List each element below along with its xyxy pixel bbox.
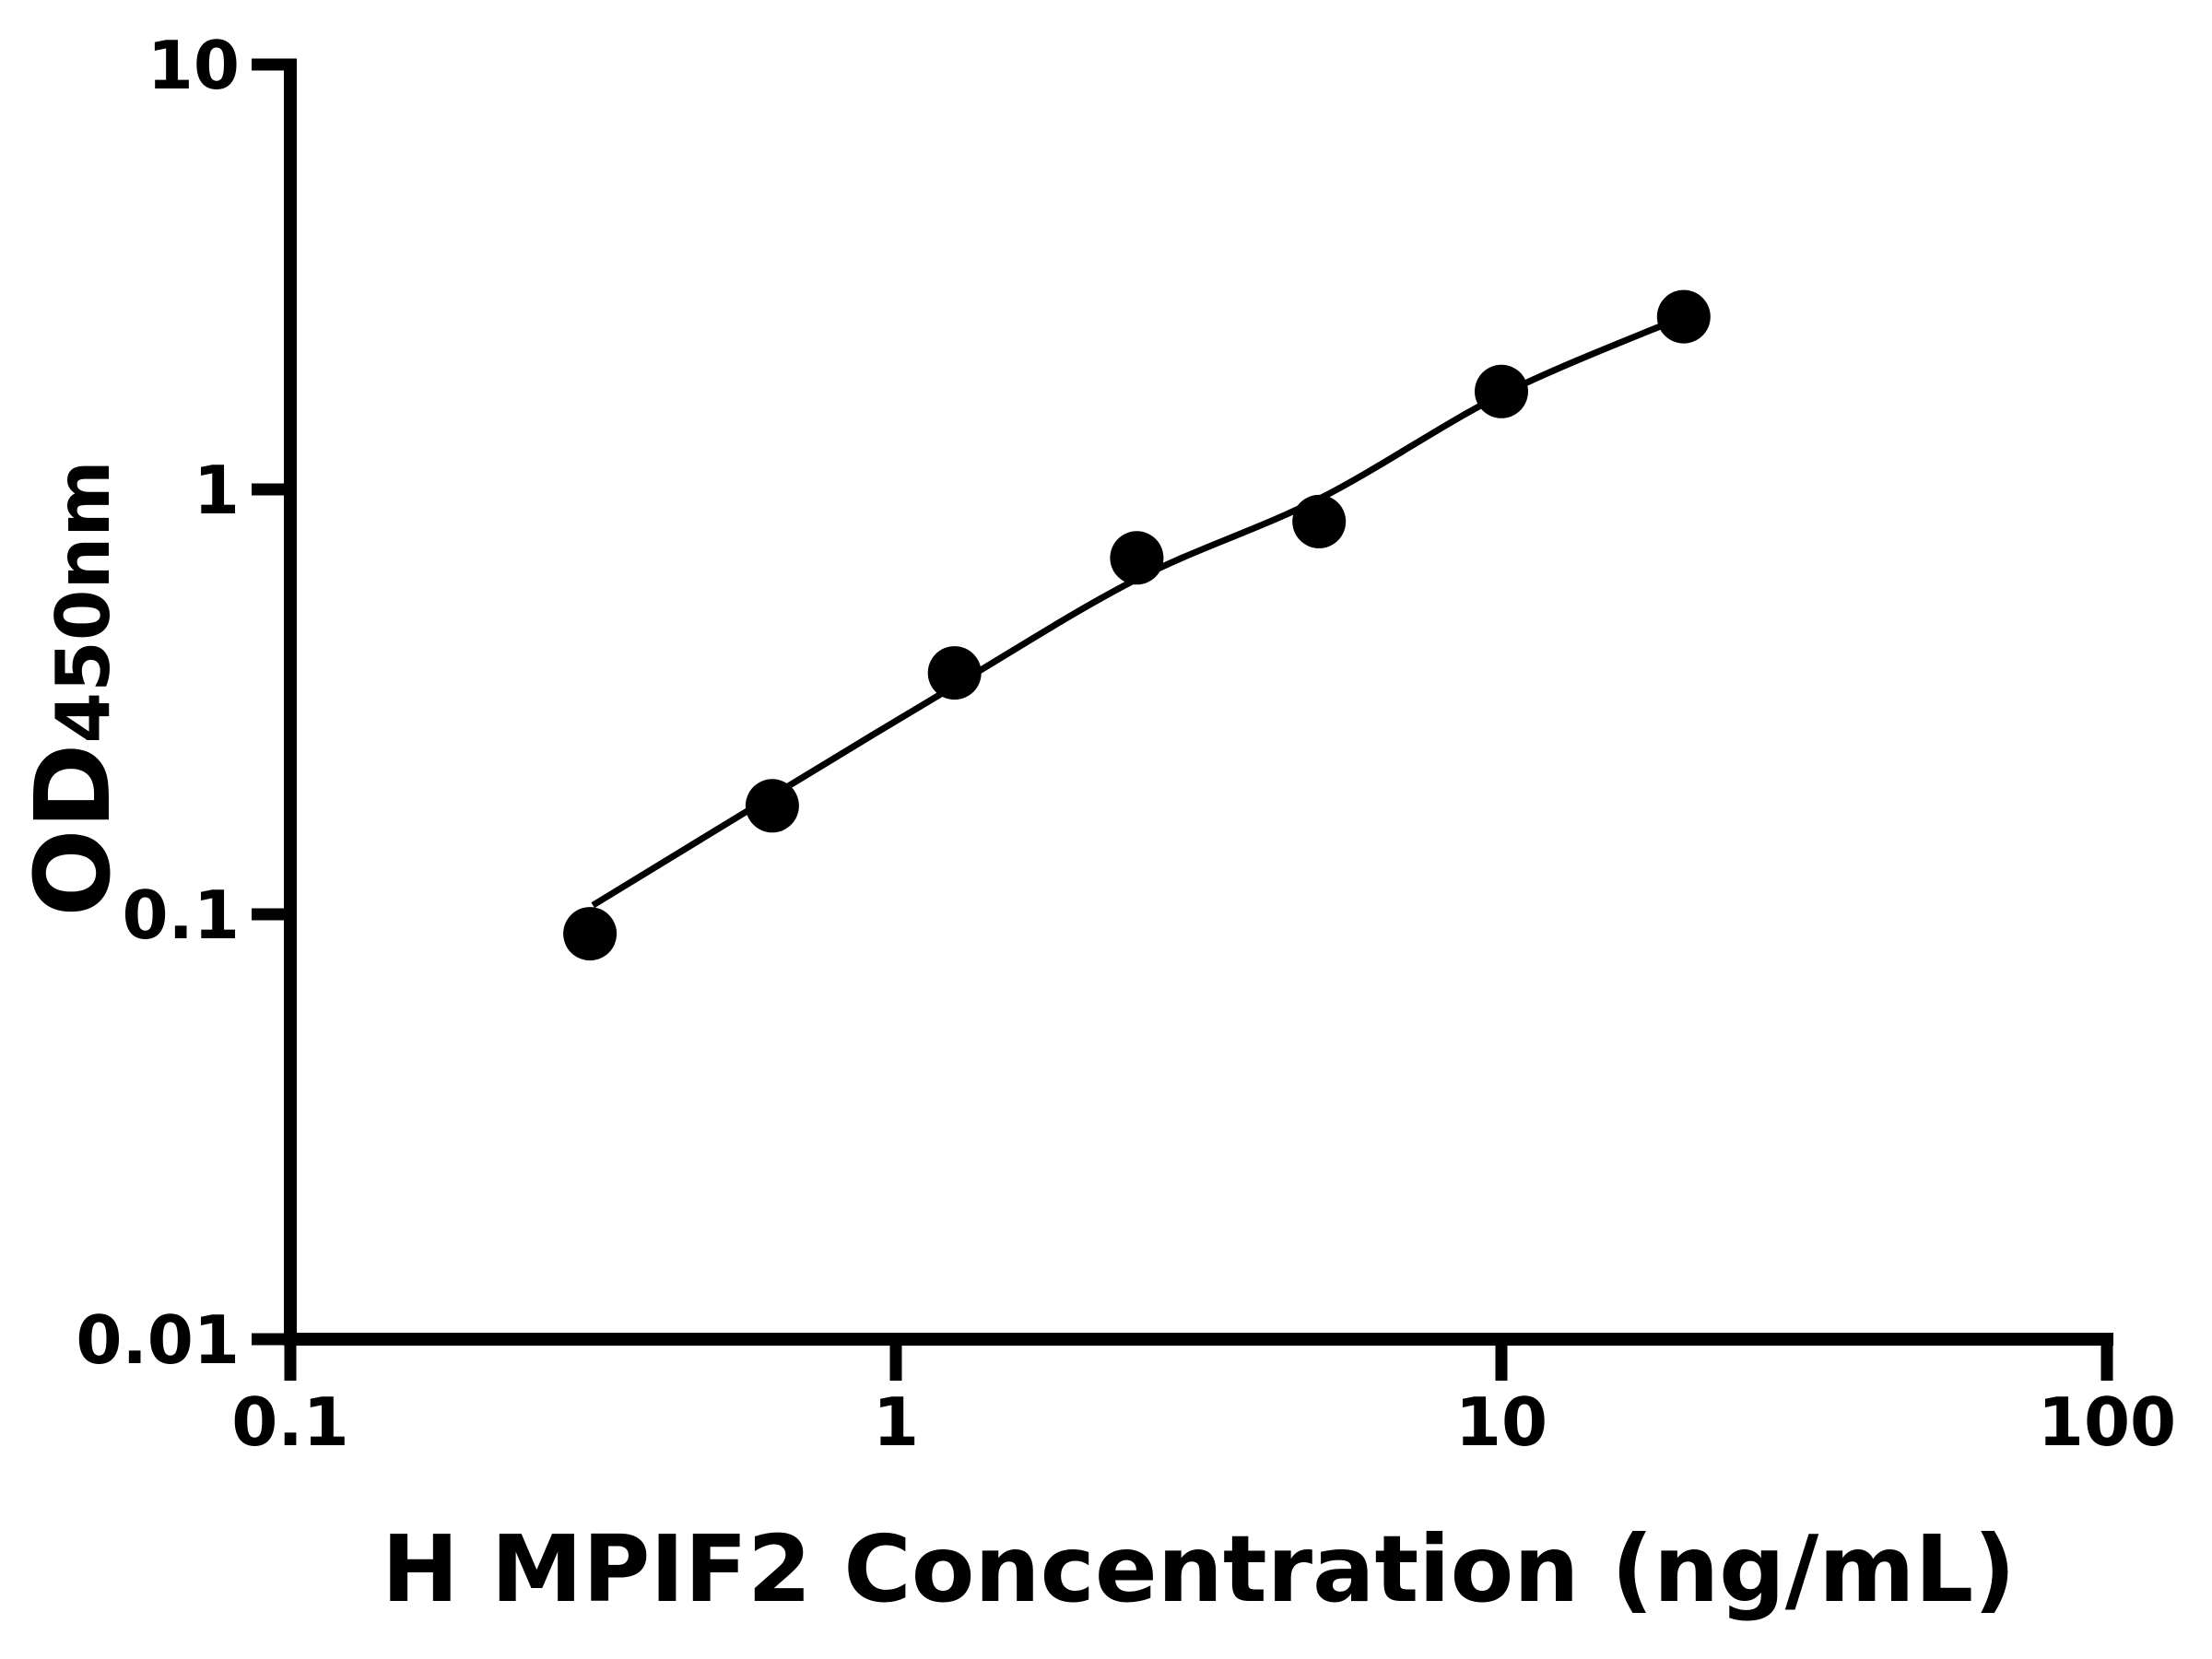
data-point	[1656, 289, 1711, 344]
data-point	[563, 907, 618, 961]
y-tick-label: 0.01	[76, 1301, 240, 1379]
x-tick-label: 1	[873, 1383, 919, 1461]
x-axis-title: H MPIF2 Concentration (ng/mL)	[382, 1515, 2016, 1623]
x-tick-label: 10	[1455, 1383, 1547, 1461]
y-axis-title-main: OD	[14, 743, 134, 917]
y-axis-title: OD 450nm	[14, 430, 134, 947]
y-tick-label: 0.1	[122, 877, 240, 954]
data-point	[927, 646, 982, 700]
y-axis-title-sub: 450nm	[41, 460, 126, 744]
data-point	[1475, 364, 1528, 418]
data-point	[745, 779, 799, 833]
x-tick-label: 0.1	[231, 1383, 349, 1461]
data-point	[1292, 494, 1347, 548]
y-tick-label: 1	[194, 452, 240, 529]
data-point	[1110, 531, 1164, 585]
x-tick-label: 100	[2038, 1383, 2176, 1461]
y-tick-label: 10	[147, 27, 240, 104]
